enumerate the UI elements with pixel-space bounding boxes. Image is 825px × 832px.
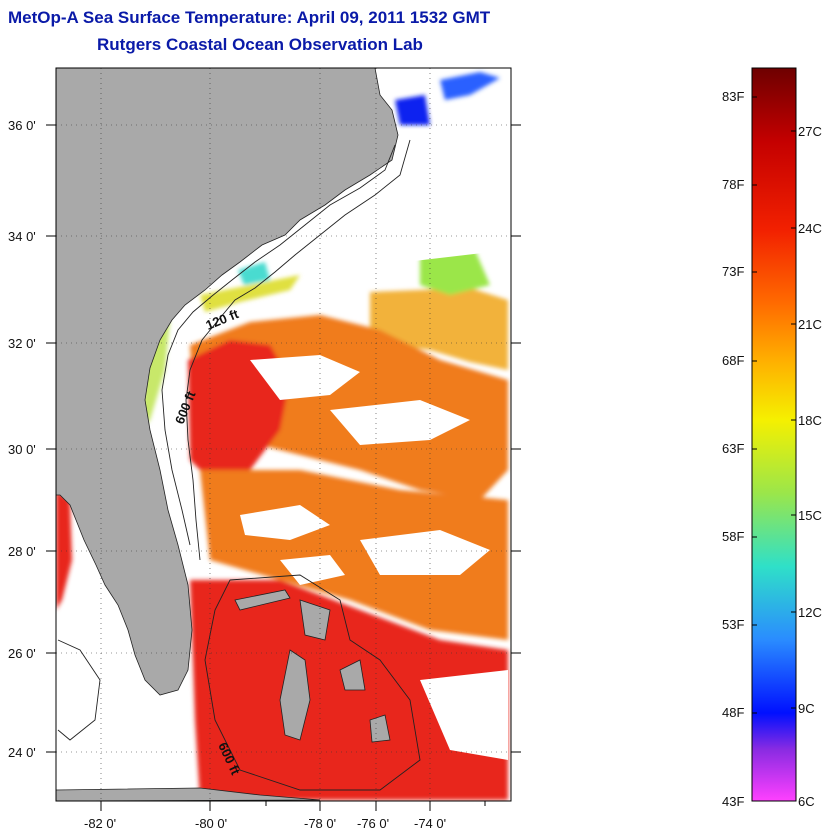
map-area: 120 ft 600 ft 600 ft bbox=[56, 68, 511, 801]
island-abaco bbox=[299, 599, 331, 641]
lon-label-76: -76 0' bbox=[357, 816, 389, 831]
cb-f-58: 58F bbox=[722, 529, 744, 544]
lat-label-30: 30 0' bbox=[8, 442, 36, 457]
sst-gulf-west bbox=[56, 490, 72, 610]
graticule bbox=[56, 68, 511, 801]
cb-c-21: 21C bbox=[798, 317, 822, 332]
cb-f-78: 78F bbox=[722, 177, 744, 192]
contour-bahamas bbox=[204, 574, 421, 791]
lat-label-24: 24 0' bbox=[8, 745, 36, 760]
cb-c-9: 9C bbox=[798, 701, 815, 716]
land-us-southeast bbox=[56, 68, 399, 696]
colorbar-ticks bbox=[752, 96, 796, 714]
lon-label-82: -82 0' bbox=[84, 816, 116, 831]
cb-f-43: 43F bbox=[722, 794, 744, 809]
lat-label-26: 26 0' bbox=[8, 646, 36, 661]
cb-c-24: 24C bbox=[798, 221, 822, 236]
cb-f-68: 68F bbox=[722, 353, 744, 368]
sst-cold-blue2 bbox=[440, 72, 500, 100]
cloud-4 bbox=[360, 530, 490, 575]
cb-c-12: 12C bbox=[798, 605, 822, 620]
bahamas-islands bbox=[56, 589, 391, 801]
cb-c-15: 15C bbox=[798, 508, 822, 523]
contour-120ft bbox=[161, 144, 396, 546]
cloud-5 bbox=[420, 670, 508, 760]
cb-f-48: 48F bbox=[722, 705, 744, 720]
cb-f-53: 53F bbox=[722, 617, 744, 632]
lon-label-74: -74 0' bbox=[414, 816, 446, 831]
map-subtitle: Rutgers Coastal Ocean Observation Lab bbox=[97, 35, 423, 54]
lat-label-28: 28 0' bbox=[8, 544, 36, 559]
cloud-7 bbox=[370, 160, 508, 265]
cb-c-6: 6C bbox=[798, 794, 815, 809]
contour-gulf bbox=[57, 639, 101, 741]
sst-shelf-green bbox=[140, 320, 170, 430]
sst-cool-patch bbox=[370, 288, 508, 370]
sst-cold-blue bbox=[395, 95, 430, 125]
lat-label-34: 34 0' bbox=[8, 229, 36, 244]
sst-shelf-strip bbox=[200, 275, 300, 312]
island-grand-bahama bbox=[234, 589, 291, 611]
cloud-1 bbox=[250, 355, 360, 400]
map-title: MetOp-A Sea Surface Temperature: April 0… bbox=[8, 8, 491, 27]
bathymetry-contours bbox=[57, 139, 421, 791]
lon-label-78: -78 0' bbox=[304, 816, 336, 831]
lon-label-80: -80 0' bbox=[195, 816, 227, 831]
map-ticks bbox=[46, 124, 521, 811]
cb-f-63: 63F bbox=[722, 441, 744, 456]
cb-c-27: 27C bbox=[798, 124, 822, 139]
island-cuba-edge bbox=[56, 787, 321, 801]
island-andros bbox=[279, 649, 311, 741]
sst-north-green bbox=[420, 250, 490, 295]
map-border bbox=[55, 67, 512, 802]
contour-600ft bbox=[185, 139, 411, 561]
cb-f-83: 83F bbox=[722, 89, 744, 104]
cloud-3 bbox=[240, 505, 330, 540]
cb-f-73: 73F bbox=[722, 264, 744, 279]
lat-label-36: 36 0' bbox=[8, 118, 36, 133]
island-small2 bbox=[369, 714, 391, 743]
lat-label-32: 32 0' bbox=[8, 336, 36, 351]
colorbar: 83F 78F 73F 68F 63F 58F 53F 48F 43F 27C … bbox=[722, 67, 822, 809]
cloud-2 bbox=[330, 400, 470, 445]
colorbar-ramp bbox=[751, 67, 797, 802]
island-small1 bbox=[339, 659, 366, 691]
cloud-6 bbox=[280, 555, 345, 585]
cb-c-18: 18C bbox=[798, 413, 822, 428]
cloud-mask bbox=[240, 160, 508, 760]
sst-cyan bbox=[238, 262, 270, 285]
